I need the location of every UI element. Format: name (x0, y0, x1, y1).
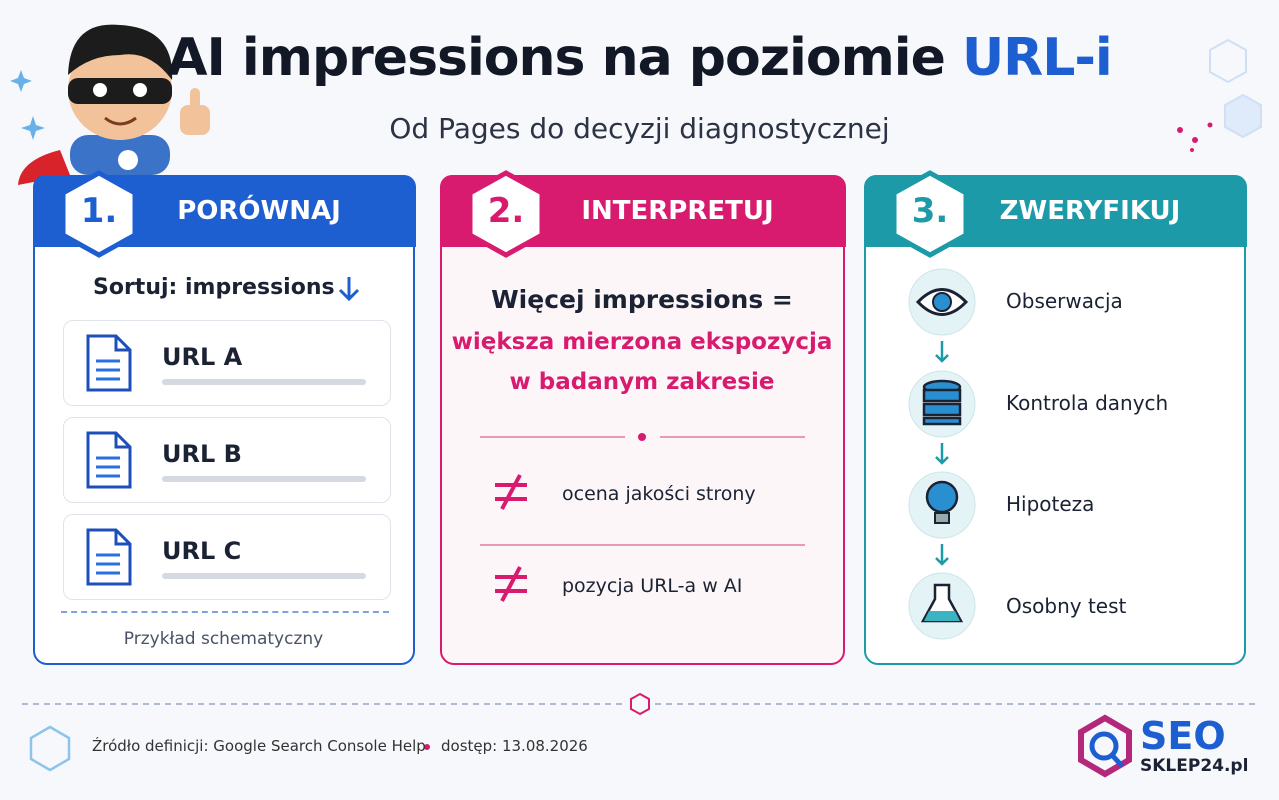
doc-icon (86, 431, 132, 489)
number-badge (467, 170, 545, 258)
number-badge (891, 170, 969, 258)
panel-compare: PORÓWNAJ 1. Sortuj: impressions URL A URL… (32, 170, 416, 665)
url-label: URL B (162, 440, 242, 468)
step-label: Kontrola danych (1006, 390, 1169, 415)
sort-label: Sortuj: impressions (93, 275, 335, 300)
note: Przykład schematyczny (123, 629, 324, 649)
doc-icon (86, 528, 132, 586)
footer-source: Źródło definicji: Google Search Console … (92, 737, 426, 755)
placeholder-bar (162, 476, 366, 482)
url-label: URL A (162, 343, 243, 371)
logo-domain: SKLEP24.pl (1140, 756, 1249, 776)
panel-interpret: INTERPRETUJ 2. Więcej impressions = więk… (439, 170, 846, 665)
doc-icon (86, 334, 132, 392)
panel-heading: INTERPRETUJ (581, 195, 774, 226)
statement: w badanym zakresie (509, 369, 775, 395)
dividers (480, 433, 805, 602)
title-text: AI impressions na poziomie (167, 28, 962, 88)
step-label: Obserwacja (1006, 289, 1123, 313)
not-equal-item: pozycja URL-a w AI (562, 575, 743, 597)
panel-heading: ZWERYFIKUJ (999, 195, 1181, 226)
sort-arrow (338, 277, 360, 302)
logo-brand: SEO (1140, 714, 1226, 758)
url-card: URL B (63, 417, 391, 503)
step-label: Hipoteza (1006, 492, 1095, 516)
statement: Więcej impressions = (491, 285, 793, 314)
panel-number: 1. (80, 191, 118, 231)
panel-number: 2. (487, 191, 525, 231)
footer-access: dostęp: 13.08.2026 (441, 737, 588, 755)
url-card: URL A (63, 320, 391, 406)
panel-heading: PORÓWNAJ (177, 195, 341, 226)
url-card: URL C (63, 514, 391, 600)
not-equal-item: ocena jakości strony (562, 483, 756, 505)
panel-verify: ZWERYFIKUJ 3. Obserwacja Kontrola danych H… (863, 170, 1247, 665)
placeholder-bar (162, 573, 366, 579)
step-label: Osobny test (1006, 593, 1127, 618)
mascot (18, 24, 210, 185)
placeholder-bar (162, 379, 366, 385)
subtitle: Od Pages do decyzji diagnostycznej (389, 112, 890, 145)
statement: większa mierzona ekspozycja (451, 329, 833, 355)
step-icons (908, 268, 976, 640)
url-label: URL C (162, 537, 242, 565)
title: AI impressions na poziomie URL-i (0, 28, 1279, 88)
number-badge (60, 170, 138, 258)
divider (61, 611, 389, 613)
panel-number: 3. (911, 191, 949, 231)
title-highlight: URL-i (961, 28, 1113, 88)
